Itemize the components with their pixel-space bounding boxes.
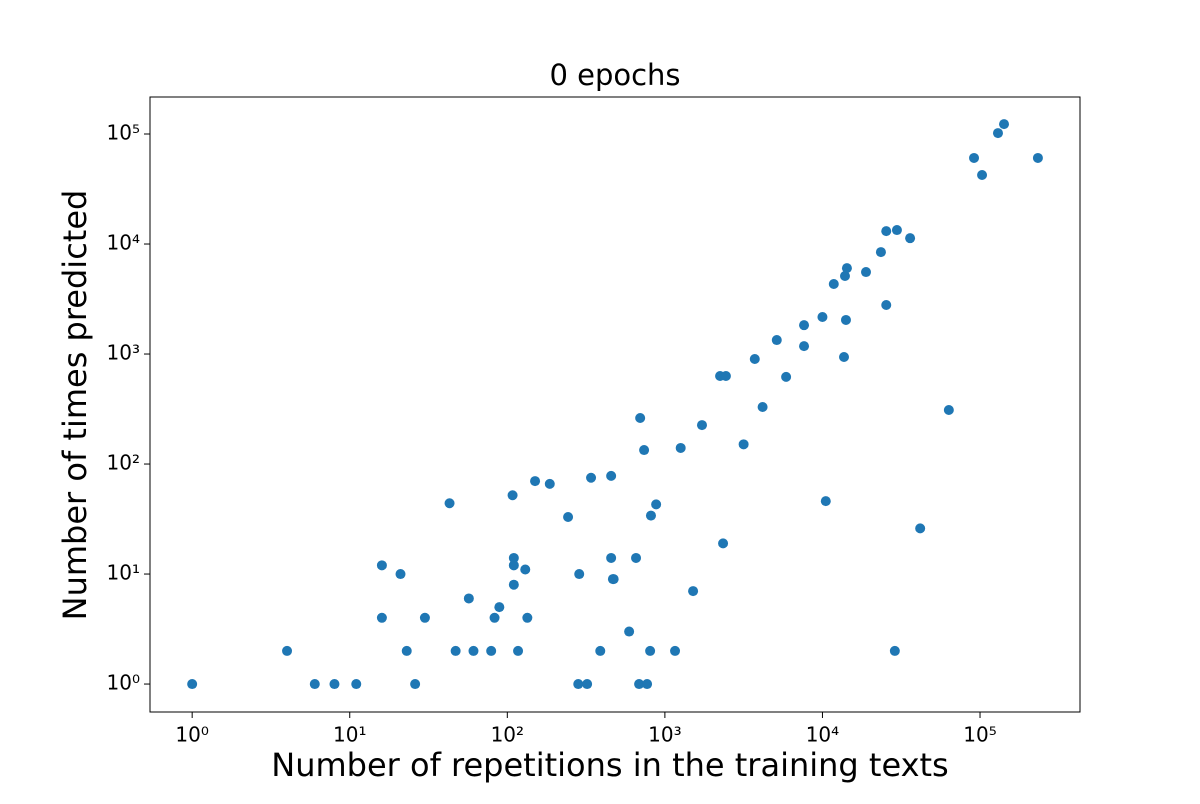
point [841, 263, 852, 274]
point [608, 574, 619, 585]
point [781, 371, 792, 382]
y-tick-label: 10¹ [107, 561, 140, 585]
x-tick-label: 10⁵ [963, 723, 996, 747]
point [586, 472, 597, 483]
point [839, 271, 850, 282]
point [881, 226, 892, 237]
point [631, 552, 642, 563]
point [520, 564, 531, 575]
point [838, 351, 849, 362]
point [463, 593, 474, 604]
point [606, 552, 617, 563]
point [943, 404, 954, 415]
point [563, 511, 574, 522]
point [891, 225, 902, 236]
point [282, 645, 293, 656]
point [645, 645, 656, 656]
point [999, 119, 1010, 130]
point [419, 612, 430, 623]
point [749, 354, 760, 365]
y-tick-label: 10⁴ [107, 231, 140, 255]
point [376, 560, 387, 571]
point [530, 476, 541, 487]
point [634, 679, 645, 690]
point [905, 233, 916, 244]
point [817, 312, 828, 323]
point [889, 645, 900, 656]
point [670, 645, 681, 656]
point [401, 645, 412, 656]
point [635, 413, 646, 424]
point [573, 679, 584, 690]
point [351, 679, 362, 690]
point [376, 612, 387, 623]
y-tick-label: 10⁵ [107, 121, 140, 145]
point [582, 679, 593, 690]
point [595, 645, 606, 656]
point [606, 470, 617, 481]
y-tick-label: 10⁰ [107, 671, 140, 695]
x-tick-label: 10³ [648, 723, 681, 747]
point [639, 445, 650, 456]
y-tick-label: 10² [107, 451, 140, 475]
point [522, 612, 533, 623]
point [508, 560, 519, 571]
point [544, 478, 555, 489]
y-tick-label: 10³ [107, 341, 140, 365]
point [720, 371, 731, 382]
point [799, 320, 810, 331]
point [828, 279, 839, 290]
point [513, 645, 524, 656]
point [771, 335, 782, 346]
x-tick-label: 10⁰ [175, 723, 208, 747]
point [508, 579, 519, 590]
point [757, 401, 768, 412]
point [329, 679, 340, 690]
point [799, 341, 810, 352]
point [187, 679, 198, 690]
point [675, 442, 686, 453]
point [820, 496, 831, 507]
point [574, 569, 585, 580]
point [395, 569, 406, 580]
point [992, 128, 1003, 139]
point [688, 586, 699, 597]
point [738, 439, 749, 450]
point [861, 267, 872, 278]
x-tick-label: 10¹ [333, 723, 366, 747]
point [969, 152, 980, 163]
point [489, 612, 500, 623]
point [718, 538, 729, 549]
x-tick-label: 10² [491, 723, 524, 747]
x-tick-label: 10⁴ [806, 723, 839, 747]
point [410, 679, 421, 690]
x-axis-label: Number of repetitions in the training te… [271, 746, 948, 784]
point [486, 645, 497, 656]
chart-title: 0 epochs [549, 58, 680, 92]
point [840, 314, 851, 325]
point [507, 490, 518, 501]
point [1032, 152, 1043, 163]
point [468, 645, 479, 656]
point [645, 510, 656, 521]
point [977, 170, 988, 181]
point [915, 523, 926, 534]
point [651, 499, 662, 510]
point [309, 679, 320, 690]
point [624, 626, 635, 637]
point [494, 602, 505, 613]
point [881, 300, 892, 311]
point [642, 679, 653, 690]
point [444, 498, 455, 509]
point [696, 420, 707, 431]
point [875, 247, 886, 258]
point [508, 552, 519, 563]
plot-frame [149, 96, 1081, 713]
point [450, 645, 461, 656]
y-axis-label: Number of times predicted [56, 190, 94, 621]
